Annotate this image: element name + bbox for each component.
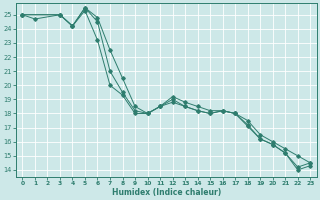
X-axis label: Humidex (Indice chaleur): Humidex (Indice chaleur) bbox=[112, 188, 221, 197]
